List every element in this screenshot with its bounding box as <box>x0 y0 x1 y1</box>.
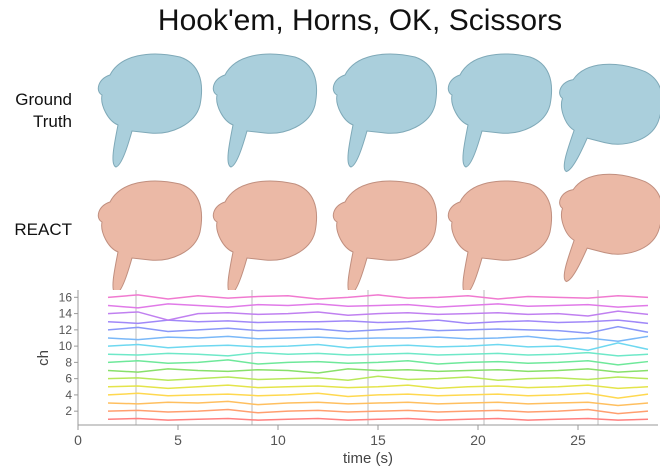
channel-line <box>108 353 648 356</box>
channel-line <box>108 311 648 320</box>
x-tick-label: 10 <box>270 432 286 448</box>
channel-line <box>108 401 648 405</box>
channel-line <box>108 295 648 299</box>
y-axis-label: ch <box>35 350 52 366</box>
channel-line <box>108 336 648 341</box>
channel-line <box>108 320 648 323</box>
y-tick-label: 10 <box>59 339 73 353</box>
channel-line <box>108 410 648 414</box>
x-tick-label: 20 <box>470 432 486 448</box>
x-tick-label: 25 <box>570 432 586 448</box>
chart: time (s) ch 0 5 10 15 20 25 2 4 6 8 10 12 14 16 <box>0 0 660 474</box>
y-tick-label: 16 <box>59 290 73 304</box>
channel-line <box>108 304 648 308</box>
y-tick-label: 8 <box>65 355 72 369</box>
y-tick-label: 4 <box>65 388 72 402</box>
x-tick-label: 5 <box>174 432 182 448</box>
channel-line <box>108 343 648 350</box>
figure: Hook'em, Horns, OK, Scissors Ground Trut… <box>0 0 660 474</box>
channel-line <box>108 376 648 380</box>
y-tick-label: 14 <box>59 307 73 321</box>
channel-line <box>108 418 648 420</box>
x-axis-label: time (s) <box>343 450 393 467</box>
channel-line <box>108 385 648 388</box>
channel-line <box>108 369 648 373</box>
x-tick-label: 15 <box>370 432 386 448</box>
x-tick-label: 0 <box>74 432 82 448</box>
channel-line <box>108 327 648 334</box>
channel-line <box>108 360 648 365</box>
y-tick-label: 6 <box>65 372 72 386</box>
channel-line <box>108 393 648 398</box>
y-tick-label: 2 <box>65 404 72 418</box>
y-tick-label: 12 <box>59 323 73 337</box>
